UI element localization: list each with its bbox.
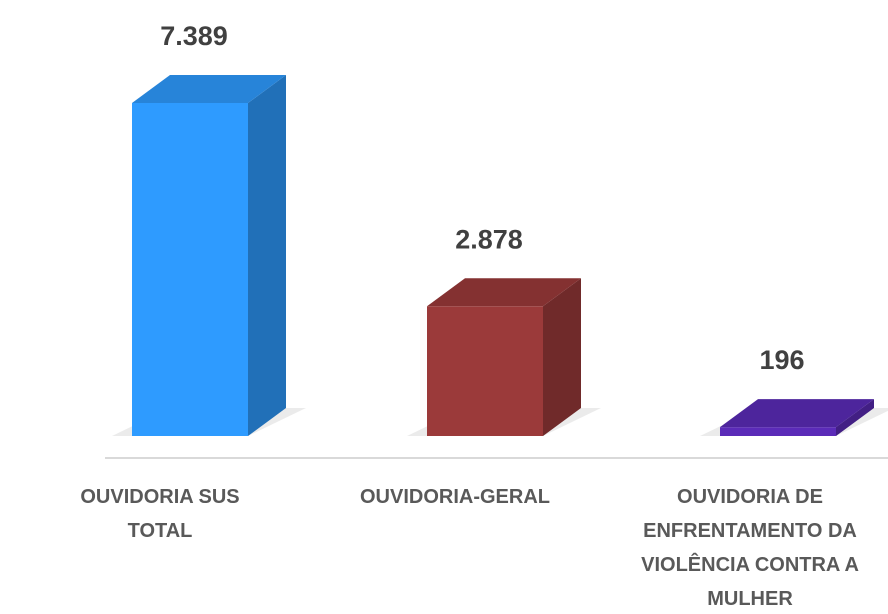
bar-top — [132, 75, 286, 103]
bar-side — [248, 75, 286, 436]
category-label: OUVIDORIA-GERAL — [360, 486, 550, 508]
bar-side — [836, 399, 874, 436]
bar — [427, 306, 543, 436]
bar-top — [720, 399, 874, 428]
category-label: OUVIDORIA SUS TOTAL — [80, 486, 240, 542]
bar-top — [427, 278, 581, 307]
value-label: 196 — [759, 345, 804, 375]
bar — [720, 427, 836, 436]
value-label: 2.878 — [455, 224, 523, 254]
category-label: OUVIDORIA DE ENFRENTAMENTO DA VIOLÊNCIA … — [641, 486, 859, 610]
bar — [132, 103, 248, 436]
bar-side — [543, 278, 581, 436]
value-label: 7.389 — [160, 21, 228, 51]
